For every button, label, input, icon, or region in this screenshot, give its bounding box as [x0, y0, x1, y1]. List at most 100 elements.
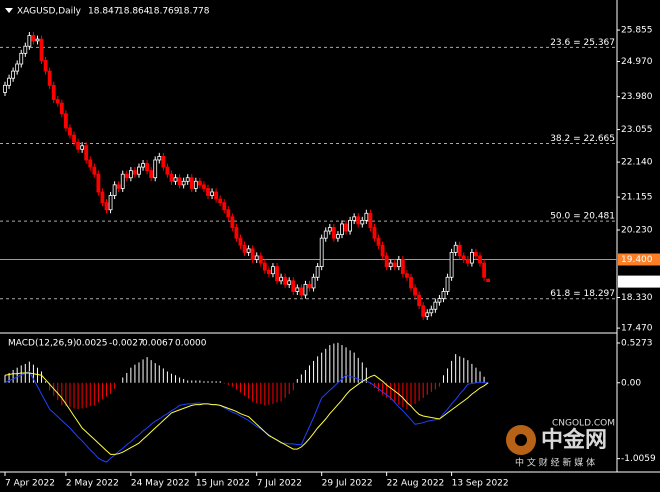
candle-body — [222, 202, 227, 211]
candle-body — [72, 134, 76, 143]
candle-body — [392, 262, 397, 268]
close-readout: 18.778 — [178, 7, 210, 17]
candle-body — [234, 227, 239, 239]
candle-body — [64, 113, 68, 129]
candle-body — [474, 251, 478, 257]
candle-body — [206, 188, 210, 196]
candle-body — [433, 301, 438, 310]
candle-body — [68, 127, 72, 136]
candle-body — [413, 287, 417, 296]
candle-body — [137, 166, 141, 175]
candle-body — [291, 280, 296, 292]
candle-body — [173, 177, 178, 182]
candle-body — [51, 84, 56, 100]
open-readout: 18.847 — [88, 7, 120, 17]
candle-body — [331, 227, 336, 239]
candle-body — [133, 170, 137, 175]
site: CNGOLD.COM — [552, 419, 615, 429]
macd-readout: 0.0067 — [142, 339, 174, 349]
y-tick-label: 20.230 — [621, 225, 653, 235]
candle-body — [303, 283, 308, 296]
candle-body — [405, 273, 409, 278]
fib-label: 38.2 = 22.665 — [550, 134, 615, 144]
x-tick-label: 15 Jun 2022 — [196, 479, 250, 489]
fib-label: 23.6 = 25.367 — [550, 38, 615, 48]
candle-body — [429, 308, 434, 314]
x-tick-label: 29 Jul 2022 — [322, 479, 373, 489]
candle-body — [250, 248, 255, 260]
candle-body — [323, 230, 328, 239]
candle-body — [376, 237, 381, 246]
x-tick-label: 2 May 2022 — [66, 479, 119, 489]
last-price: 18.778 — [621, 277, 653, 287]
candle-body — [230, 216, 235, 228]
candle-body — [15, 63, 20, 72]
watermark: 中金网 中 文 财 经 新 媒 体 CNGOLD.COM — [506, 419, 615, 469]
y-tick-label: 17.470 — [621, 324, 653, 334]
candle-body — [27, 35, 32, 47]
candle-body — [124, 173, 129, 179]
candle-body — [360, 219, 365, 225]
candle-body — [465, 259, 470, 264]
brand: 中金网 — [541, 427, 607, 453]
candle-body — [441, 291, 446, 299]
candle-body — [262, 262, 267, 271]
candle-body — [380, 244, 385, 257]
candle-body — [55, 99, 60, 104]
candle-body — [421, 305, 426, 317]
candle-body — [210, 191, 214, 196]
candle-body — [368, 212, 373, 228]
candle-body — [486, 278, 491, 282]
y-tick-label: 22.140 — [621, 158, 653, 168]
fib-label: 50.0 = 20.481 — [550, 212, 615, 222]
candle-body — [352, 216, 357, 221]
symbol-arrow — [5, 8, 13, 13]
candle-body — [372, 227, 377, 239]
candle-body — [11, 70, 16, 79]
candle-body — [145, 163, 150, 172]
candle-body — [425, 312, 430, 317]
candle-body — [340, 223, 344, 236]
candle-body — [478, 255, 482, 264]
y-tick-label: 23.055 — [621, 125, 653, 135]
x-tick-label: 7 Apr 2022 — [5, 479, 55, 489]
candle-body — [88, 159, 93, 168]
candle-body — [157, 156, 162, 161]
y-tick-label: 21.155 — [621, 193, 653, 203]
candle-body — [141, 163, 145, 168]
candle-body — [43, 60, 48, 72]
candle-body — [461, 255, 466, 260]
y-tick-label: 23.980 — [621, 92, 653, 102]
y-tick-label: 24.970 — [621, 57, 653, 67]
candle-body — [266, 269, 271, 275]
candle-body — [7, 77, 11, 86]
high-readout: 18.864 — [118, 7, 150, 17]
x-tick-label: 24 May 2022 — [131, 479, 190, 489]
y-tick-label: 18.330 — [621, 293, 653, 303]
candle-body — [19, 52, 24, 65]
candle-body — [445, 276, 450, 292]
candle-body — [169, 173, 174, 182]
candle-body — [100, 191, 105, 204]
candle-body — [457, 244, 462, 257]
candle-body — [104, 202, 109, 211]
candle-body — [165, 166, 170, 175]
macd-readout: 0.0025 — [76, 339, 108, 349]
candle-body — [193, 180, 198, 189]
candle-body — [275, 266, 279, 282]
candle-body — [307, 283, 312, 289]
candle-body — [116, 184, 121, 189]
x-tick-label: 7 Jul 2022 — [257, 479, 302, 489]
candle-body — [348, 219, 353, 232]
candle-body — [59, 102, 64, 115]
candle-body — [384, 255, 389, 267]
price-tag: 19.400 — [621, 255, 653, 265]
candle-body — [356, 216, 361, 225]
candle-body — [246, 248, 251, 253]
candle-body — [437, 298, 442, 303]
y-tick-label: 25.855 — [621, 26, 653, 36]
candle-body — [299, 287, 304, 296]
candle-body — [189, 177, 194, 189]
